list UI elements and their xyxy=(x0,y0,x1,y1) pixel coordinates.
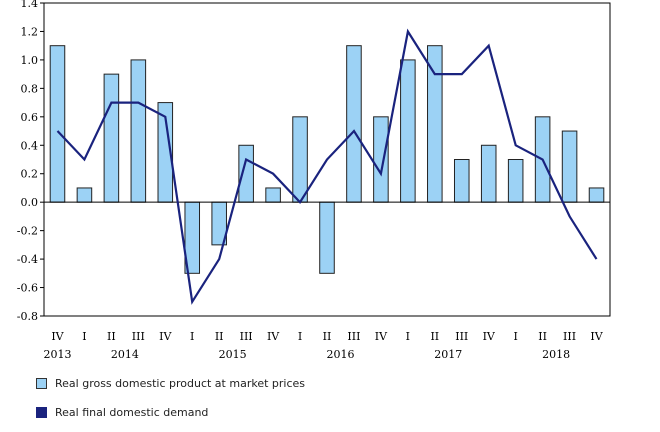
y-tick-label: 0.2 xyxy=(21,168,39,181)
gdp-bar xyxy=(77,188,92,202)
x-year-label: 2014 xyxy=(111,348,139,361)
gdp-bar xyxy=(589,188,604,202)
y-tick-label: -0.4 xyxy=(17,253,38,266)
y-tick-label: 1.4 xyxy=(21,0,39,10)
x-quarter-label: II xyxy=(538,330,547,343)
y-tick-label: -0.6 xyxy=(17,282,38,295)
y-tick-label: 0.6 xyxy=(21,111,39,124)
gdp-bar xyxy=(562,131,577,202)
legend-item-demand: Real final domestic demand xyxy=(36,406,208,419)
y-tick-label: 1.2 xyxy=(21,25,39,38)
x-quarter-label: II xyxy=(215,330,224,343)
plot-area xyxy=(40,3,610,316)
legend-item-gdp: Real gross domestic product at market pr… xyxy=(36,377,305,390)
gdp-bar xyxy=(454,160,469,203)
y-tick-label: 0.0 xyxy=(21,196,39,209)
gdp-bar xyxy=(428,46,443,203)
gdp-bar xyxy=(508,160,523,203)
x-quarter-label: IV xyxy=(51,330,64,343)
x-quarter-label: IV xyxy=(267,330,280,343)
x-year-label: 2018 xyxy=(542,348,570,361)
y-axis-labels: -0.8 -0.6 -0.4 -0.2 0.0 0.2 0.4 0.6 0.8 1.0 1.2 1.4 xyxy=(17,0,38,323)
legend-label-demand: Real final domestic demand xyxy=(55,406,208,419)
gdp-bar xyxy=(374,117,389,202)
gdp-bar xyxy=(320,202,335,273)
y-tick-label: 1.0 xyxy=(21,54,39,67)
y-tick-label: 0.4 xyxy=(21,139,39,152)
x-quarter-label: I xyxy=(406,330,410,343)
x-year-label: 2013 xyxy=(43,348,71,361)
chart: -0.8 -0.6 -0.4 -0.2 0.0 0.2 0.4 0.6 0.8 1.0 1.2 1.4… xyxy=(0,0,660,432)
x-quarter-label: IV xyxy=(375,330,388,343)
gdp-bar xyxy=(293,117,308,202)
x-quarter-label: II xyxy=(323,330,332,343)
x-quarter-label: I xyxy=(298,330,302,343)
gdp-bar xyxy=(481,145,496,202)
legend-swatch-gdp xyxy=(36,378,47,389)
y-tick-label: -0.8 xyxy=(17,310,38,323)
x-quarter-label: IV xyxy=(590,330,603,343)
x-year-label: 2015 xyxy=(219,348,247,361)
x-quarter-label: III xyxy=(347,330,360,343)
x-quarter-label: II xyxy=(430,330,439,343)
x-year-label: 2017 xyxy=(434,348,462,361)
gdp-bar xyxy=(104,74,119,202)
x-quarter-label: III xyxy=(563,330,576,343)
x-quarter-label: III xyxy=(240,330,253,343)
x-quarter-label: I xyxy=(82,330,86,343)
x-quarter-label: III xyxy=(455,330,468,343)
gdp-bar xyxy=(50,46,65,203)
x-quarter-label: III xyxy=(132,330,145,343)
gdp-bar xyxy=(266,188,281,202)
y-tick-label: 0.8 xyxy=(21,82,39,95)
gdp-bar xyxy=(401,60,416,202)
x-quarter-label: I xyxy=(190,330,194,343)
gdp-bar xyxy=(347,46,362,203)
gdp-bar xyxy=(239,145,254,202)
x-axis-labels: IV I II III IV I II III IV I II III IV I II III IV I II III… xyxy=(43,330,603,361)
x-year-label: 2016 xyxy=(326,348,354,361)
y-tick-label: -0.2 xyxy=(17,225,38,238)
legend-label-gdp: Real gross domestic product at market pr… xyxy=(55,377,305,390)
x-quarter-label: I xyxy=(513,330,517,343)
x-quarter-label: IV xyxy=(483,330,496,343)
x-quarter-label: II xyxy=(107,330,116,343)
gdp-bar xyxy=(131,60,146,202)
legend-swatch-demand xyxy=(36,407,47,418)
x-quarter-label: IV xyxy=(159,330,172,343)
